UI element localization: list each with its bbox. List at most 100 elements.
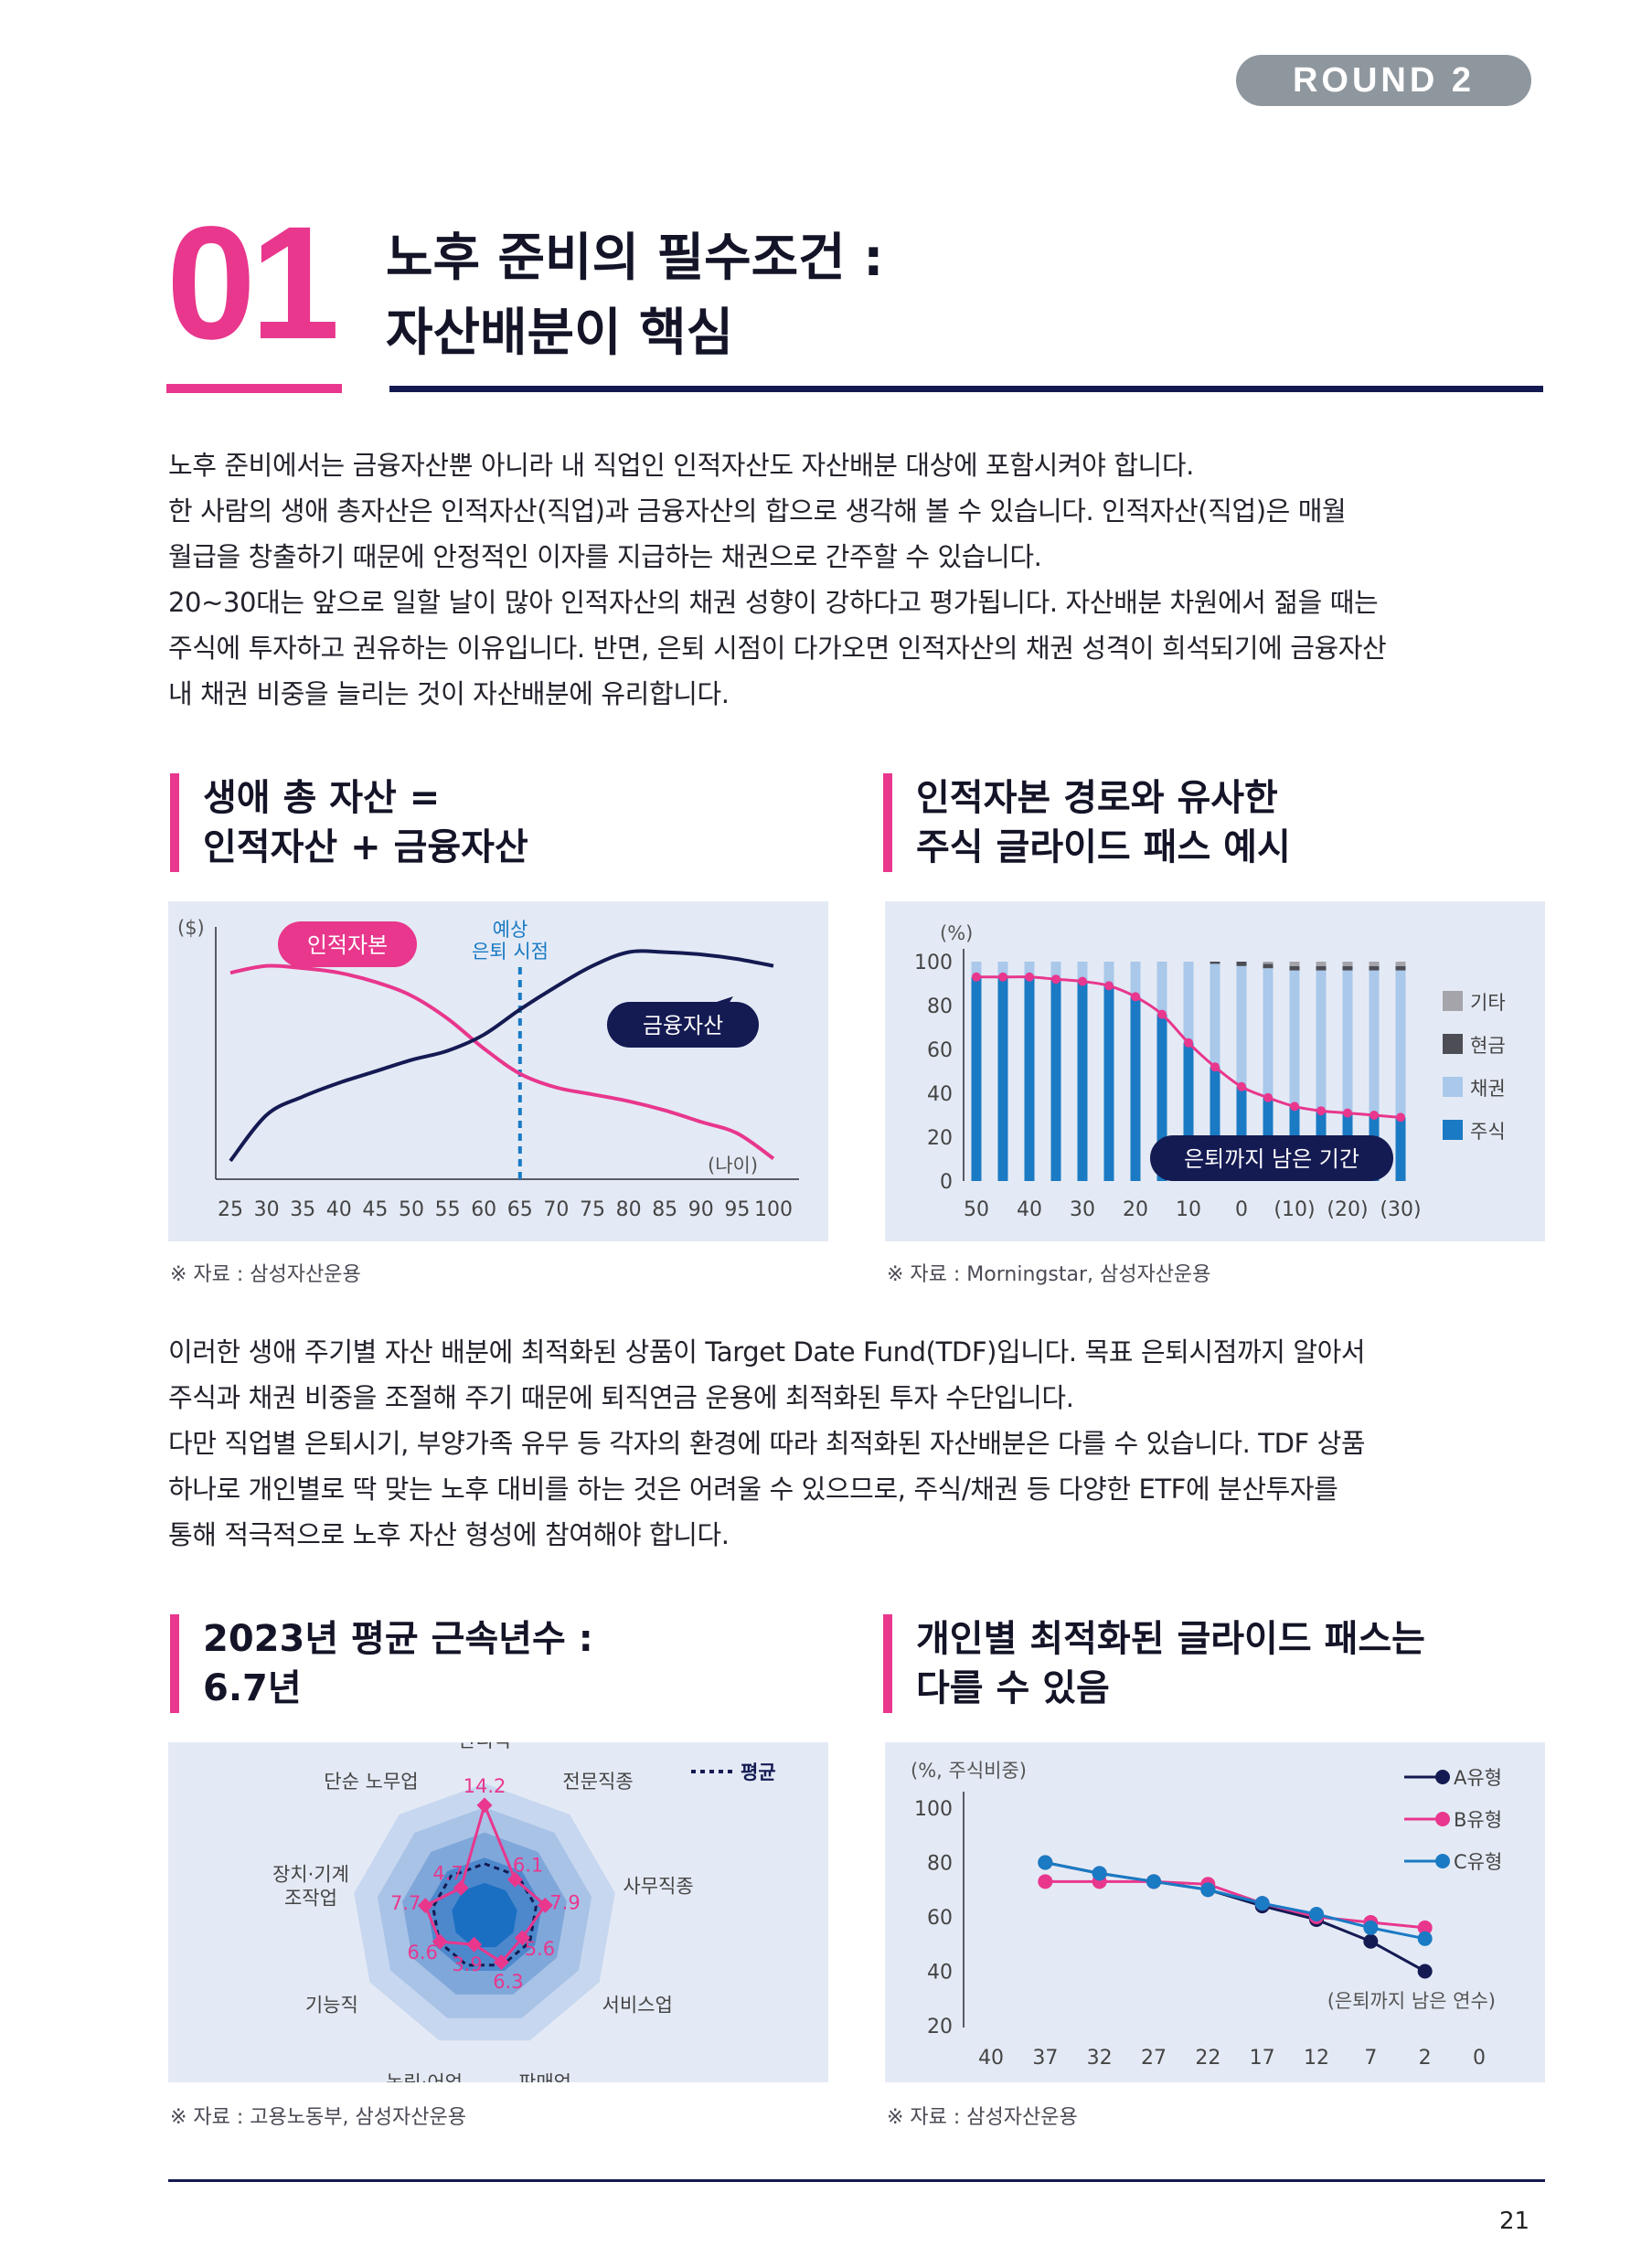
x-tick-label: 55 bbox=[435, 1198, 461, 1221]
bar-현금 bbox=[1210, 962, 1220, 964]
tenure-value-label: 7.9 bbox=[549, 1891, 580, 1913]
y-tick-label: 80 bbox=[927, 995, 953, 1018]
chart3-heading-line1: 2023년 평균 근속년수 : bbox=[203, 1618, 593, 1660]
y-unit-label: (%, 주식비중) bbox=[911, 1760, 1027, 1782]
x-unit-label: (나이) bbox=[708, 1155, 758, 1176]
legend-label: C유형 bbox=[1454, 1851, 1502, 1873]
x-tick-label: 35 bbox=[290, 1198, 315, 1221]
series-line-C유형 bbox=[1045, 1861, 1425, 1941]
bar-현금 bbox=[1369, 965, 1380, 971]
round-badge: ROUND 2 bbox=[1236, 55, 1531, 106]
axis-label: 사무직종 bbox=[623, 1875, 693, 1897]
bar-기타 bbox=[1316, 962, 1327, 966]
y-tick-label: 100 bbox=[914, 952, 953, 974]
middle-line: 하나로 개인별로 딱 맞는 노후 대비를 하는 것은 어려울 수 있으므로, 주… bbox=[168, 1474, 1338, 1505]
legend-label: B유형 bbox=[1454, 1809, 1502, 1831]
chart1-heading-line2: 인적자산 + 금융자산 bbox=[203, 826, 528, 868]
bar-주식 bbox=[1024, 976, 1035, 1181]
chart3-heading: 2023년 평균 근속년수 : 6.7년 bbox=[170, 1614, 593, 1713]
y-tick-label: 20 bbox=[927, 2016, 953, 2038]
series-point-A유형 bbox=[1363, 1933, 1379, 1949]
x-tick-label: 50 bbox=[964, 1198, 989, 1221]
human-capital-tag-label: 인적자본 bbox=[307, 932, 388, 958]
x-unit-label: (은퇴까지 남은 연수) bbox=[1327, 1990, 1496, 2012]
x-tick-label: 45 bbox=[362, 1198, 388, 1221]
bar-기타 bbox=[1342, 962, 1353, 966]
tenure-radar-chart: 14.2 6.1 7.9 5.66.3 3.9 6.6 7.7 4.7 관리직전문직종사무직종… bbox=[272, 1730, 776, 2093]
x-tick-label: 30 bbox=[1070, 1198, 1095, 1221]
chart2-source: ※ 자료 : Morningstar, 삼성자산운용 bbox=[887, 1263, 1211, 1286]
bar-기타 bbox=[1395, 962, 1406, 966]
legend-swatch bbox=[1443, 1120, 1463, 1140]
x-tick-label: 40 bbox=[1017, 1198, 1042, 1221]
equity-point bbox=[998, 972, 1007, 982]
chart1-heading: 생애 총 자산 = 인적자산 + 금융자산 bbox=[170, 773, 528, 872]
x-tick-label: 27 bbox=[1141, 2047, 1167, 2070]
bar-주식 bbox=[1183, 1042, 1194, 1181]
x-tick-label: 95 bbox=[724, 1198, 750, 1221]
chart3-panel: 14.2 6.1 7.9 5.66.3 3.9 6.6 7.7 4.7 관리직전문직종사무직종… bbox=[168, 1730, 828, 2093]
bar-현금 bbox=[1342, 965, 1353, 971]
middle-line: 주식과 채권 비중을 조절해 주기 때문에 퇴직연금 운용에 최적화된 투자 수… bbox=[168, 1382, 1074, 1413]
y-tick-label: 0 bbox=[940, 1171, 953, 1194]
page-number: 21 bbox=[1499, 2208, 1530, 2235]
x-tick-label: 10 bbox=[1176, 1198, 1201, 1221]
lifetime-assets-chart: ($) (나이) 25 30 35 40 45 50 55 60 65 70 75 80 85 90 95 1… bbox=[177, 917, 799, 1221]
axis-label: 조작업 bbox=[284, 1887, 337, 1909]
x-tick-label: (30) bbox=[1380, 1198, 1421, 1221]
chart3-source: ※ 자료 : 고용노동부, 삼성자산운용 bbox=[170, 2106, 466, 2129]
bar-채권 bbox=[1210, 963, 1220, 1068]
financial-assets-tag-pointer bbox=[711, 996, 733, 1016]
chart2-heading: 인적자본 경로와 유사한 주식 글라이드 패스 예시 bbox=[883, 773, 1291, 872]
x-tick-label: (10) bbox=[1274, 1198, 1315, 1221]
tenure-point bbox=[453, 1879, 469, 1896]
x-tick-label: (20) bbox=[1327, 1198, 1368, 1221]
x-tick-label: 12 bbox=[1304, 2047, 1329, 2070]
series-point-B유형 bbox=[1417, 1920, 1433, 1935]
bar-현금 bbox=[1316, 965, 1327, 971]
x-tick-label: 40 bbox=[326, 1198, 352, 1221]
bar-채권 bbox=[1077, 962, 1088, 982]
footer-rule bbox=[168, 2179, 1545, 2182]
y-unit-label: ($) bbox=[177, 917, 205, 939]
axis-label: 서비스업 bbox=[602, 1995, 673, 2017]
tenure-point bbox=[537, 1897, 553, 1913]
section-title-underline bbox=[389, 386, 1543, 392]
x-tick-label: 60 bbox=[471, 1198, 496, 1221]
y-tick-label: 40 bbox=[927, 1962, 953, 1985]
period-tag-label: 은퇴까지 남은 기간 bbox=[1184, 1146, 1359, 1172]
bar-기타 bbox=[1369, 962, 1380, 966]
bar-주식 bbox=[1077, 981, 1088, 1181]
chart4-panel: (%, 주식비중) 20 40 60 80 100 40 37 32 27 22 17 12 7 2 0 … bbox=[885, 1742, 1545, 2082]
tenure-value-label: 7.7 bbox=[390, 1892, 421, 1914]
tenure-value-label: 6.3 bbox=[493, 1971, 523, 1993]
equity-point bbox=[1370, 1111, 1379, 1120]
section-number: 01 bbox=[166, 194, 340, 373]
tenure-value-label: 3.9 bbox=[452, 1953, 482, 1975]
legend-label: 주식 bbox=[1470, 1121, 1506, 1143]
bar-주식 bbox=[997, 976, 1008, 1181]
legend-label: A유형 bbox=[1454, 1767, 1502, 1789]
chart4-heading: 개인별 최적화된 글라이드 패스는 다를 수 있음 bbox=[883, 1614, 1425, 1713]
tenure-value-label: 4.7 bbox=[432, 1862, 463, 1884]
y-tick-label: 60 bbox=[927, 1907, 953, 1930]
intro-line: 주식에 투자하고 권유하는 이유입니다. 반면, 은퇴 시점이 다가오면 인적자… bbox=[168, 633, 1387, 664]
bar-채권 bbox=[971, 962, 982, 977]
bar-주식 bbox=[971, 976, 982, 1181]
x-tick-label: 32 bbox=[1087, 2047, 1113, 2070]
bar-주식 bbox=[1130, 996, 1141, 1181]
bar-채권 bbox=[1289, 970, 1300, 1107]
section-title-line2: 자산배분이 핵심 bbox=[386, 303, 734, 363]
financial-assets-tag-label: 금융자산 bbox=[643, 1013, 723, 1038]
bar-주식 bbox=[1236, 1086, 1247, 1181]
series-point-C유형 bbox=[1309, 1907, 1324, 1922]
x-tick-label: 2 bbox=[1419, 2047, 1432, 2070]
middle-paragraph: 이러한 생애 주기별 자산 배분에 최적화된 상품이 Target Date F… bbox=[168, 1329, 1549, 1558]
equity-point bbox=[1316, 1106, 1326, 1116]
y-unit-label: (%) bbox=[940, 922, 973, 944]
legend-marker bbox=[1435, 1854, 1450, 1868]
legend-label: 기타 bbox=[1470, 992, 1506, 1014]
x-tick-label: 25 bbox=[218, 1198, 243, 1221]
equity-point bbox=[1184, 1038, 1193, 1048]
x-tick-label: 65 bbox=[507, 1198, 533, 1221]
